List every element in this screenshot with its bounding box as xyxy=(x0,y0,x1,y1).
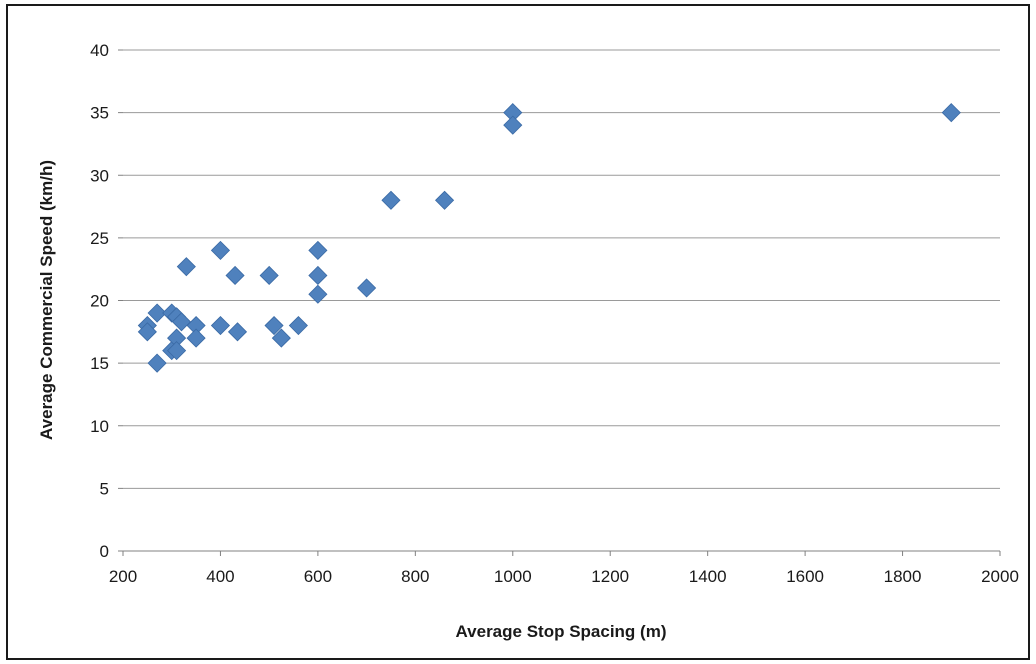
data-point xyxy=(167,341,187,361)
data-point xyxy=(308,265,328,286)
data-points xyxy=(137,103,961,373)
x-tick-label: 800 xyxy=(401,567,429,586)
data-point xyxy=(147,353,167,373)
x-axis-tick-labels: 200 400 600 800 1000 1200 1400 1600 1800 2000 xyxy=(109,567,1019,586)
y-tick-label: 30 xyxy=(90,166,109,185)
data-point xyxy=(186,328,206,348)
y-axis-tick-labels: 0 5 10 15 20 25 30 35 40 xyxy=(90,41,109,561)
data-point xyxy=(176,257,196,277)
data-point xyxy=(210,240,231,260)
data-point xyxy=(435,190,455,210)
data-point xyxy=(503,115,523,135)
x-tick-label: 1800 xyxy=(884,567,922,586)
y-tick-label: 35 xyxy=(90,104,109,123)
data-point xyxy=(271,328,291,348)
y-tick-label: 25 xyxy=(90,229,109,248)
data-point xyxy=(308,240,328,260)
y-tick-label: 20 xyxy=(90,292,109,311)
y-tick-label: 40 xyxy=(90,41,109,60)
data-point xyxy=(171,312,192,332)
x-tick-label: 1000 xyxy=(494,567,532,586)
x-tick-label: 1200 xyxy=(591,567,629,586)
data-point xyxy=(357,278,377,298)
data-point xyxy=(381,190,401,210)
y-tick-label: 5 xyxy=(100,479,109,498)
data-point xyxy=(137,322,157,342)
data-point xyxy=(288,315,308,336)
x-tick-label: 1400 xyxy=(689,567,727,586)
data-point xyxy=(225,265,245,286)
data-point xyxy=(264,315,284,336)
data-point xyxy=(227,322,248,342)
y-tick-label: 15 xyxy=(90,354,109,373)
data-point xyxy=(147,303,167,323)
data-point xyxy=(259,265,279,286)
x-tick-label: 1600 xyxy=(786,567,824,586)
data-point xyxy=(941,103,961,123)
y-tick-label: 0 xyxy=(100,542,109,561)
data-point xyxy=(210,315,231,336)
data-point xyxy=(308,284,328,304)
gridlines xyxy=(118,49,1001,556)
x-tick-label: 400 xyxy=(206,567,234,586)
x-tick-label: 200 xyxy=(109,567,137,586)
x-axis-title: Average Stop Spacing (m) xyxy=(456,622,667,641)
y-axis-title: Average Commercial Speed (km/h) xyxy=(37,160,56,440)
x-tick-label: 600 xyxy=(304,567,332,586)
x-tick-label: 2000 xyxy=(981,567,1019,586)
y-tick-label: 10 xyxy=(90,417,109,436)
